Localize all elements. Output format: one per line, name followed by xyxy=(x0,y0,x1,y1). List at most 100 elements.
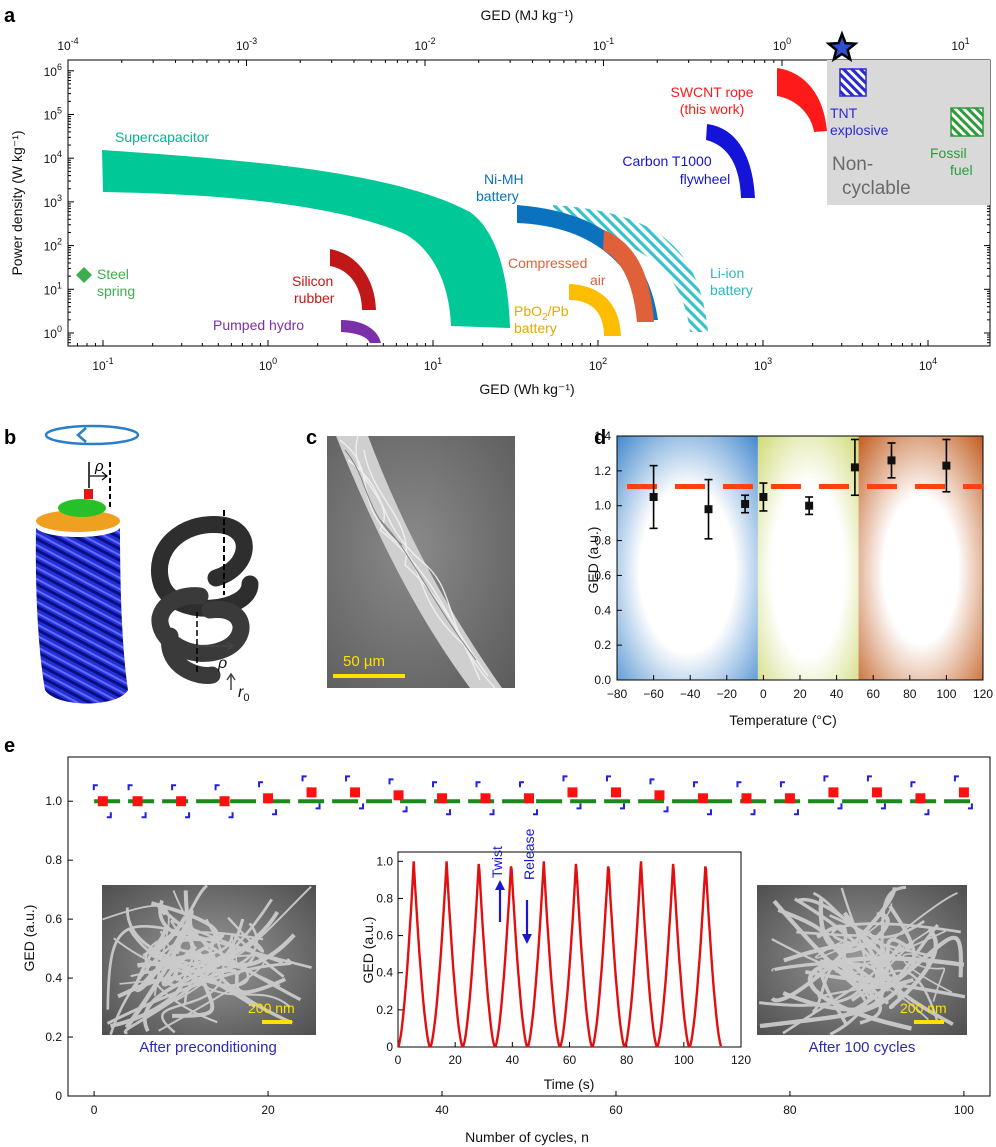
nanotube-strand xyxy=(840,935,963,1020)
e-data-point xyxy=(480,793,491,804)
cold-region-background xyxy=(617,436,758,680)
left-image-caption: After preconditioning xyxy=(139,1039,277,1056)
nanotube-strand xyxy=(156,903,302,1002)
nanotube-image-preconditioning: 200 nm xyxy=(102,885,316,1035)
e-bracket xyxy=(605,775,611,782)
label-rubber: rubber xyxy=(294,290,335,306)
label-ni-mh-battery: battery xyxy=(476,188,519,204)
label-carbon-t1000: Carbon T1000 xyxy=(622,153,711,169)
panel-a-tick-labels: 10-1 100 101 102 103 104 10-4 10-3 10-2 10-1 100 10… xyxy=(44,36,970,373)
fossil-fuel-marker xyxy=(950,107,984,137)
e-x-tick-label: 60 xyxy=(609,1103,623,1117)
rope-body xyxy=(35,528,128,704)
e-bracket xyxy=(692,781,698,788)
e-bracket xyxy=(953,775,959,782)
label-pumped-hydro: Pumped hydro xyxy=(213,317,304,333)
label-spring: spring xyxy=(97,283,135,299)
silicon-rubber-region xyxy=(330,249,376,310)
nanotube-strand xyxy=(811,961,873,1013)
label-cyclable: cyclable xyxy=(842,178,911,199)
e-bracket xyxy=(706,809,712,816)
rotation-arrow-icon xyxy=(44,424,140,446)
sem-scale-label: 50 µm xyxy=(343,653,385,670)
inset-y-tick-label: 0.4 xyxy=(376,966,393,980)
e-data-point xyxy=(306,787,317,798)
bottom-tick-label: 100 xyxy=(259,356,277,373)
inset-y-tick-label: 0.8 xyxy=(376,891,393,905)
inset-x-tick-label: 80 xyxy=(620,1053,634,1067)
d-x-tick-label: −80 xyxy=(607,687,628,701)
e-bracket xyxy=(272,809,278,816)
top-axis-title: GED (MJ kg⁻¹) xyxy=(481,7,574,23)
panel-e: e 0 20 40 60 80 100 0 0.2 0.4 0.6 0.8 1.0 200 nm Af… xyxy=(4,735,991,1145)
d-x-tick-label: 60 xyxy=(867,687,881,701)
panel-e-letter: e xyxy=(4,735,15,757)
e-y-tick-label: 0.4 xyxy=(45,971,62,985)
top-tick-label: 10-2 xyxy=(414,36,435,53)
panel-d: d −80 −60 −40 −20 0 20 40 60 80 100 120 0.0 0.2 0.4 0.… xyxy=(585,427,993,728)
label-li-ion-battery: battery xyxy=(710,282,753,298)
nanotube-image-100-cycles: 200 nm xyxy=(757,885,967,1035)
d-y-tick-label: 0.4 xyxy=(594,603,611,617)
rho-label: ρ xyxy=(94,458,104,475)
top-tick-label: 100 xyxy=(773,36,791,53)
e-bracket xyxy=(880,803,886,810)
inset-x-tick-label: 40 xyxy=(506,1053,520,1067)
e-bracket xyxy=(141,812,147,819)
e-bracket xyxy=(967,803,973,810)
nanotube-strand xyxy=(196,968,287,995)
panel-e-frame xyxy=(67,756,991,1097)
panel-c-letter: c xyxy=(306,427,317,449)
label-flywheel: flywheel xyxy=(680,171,731,187)
d-x-tick-label: −20 xyxy=(717,687,738,701)
d-y-tick-label: 0.2 xyxy=(594,638,611,652)
panel-e-x-axis-title: Number of cycles, n xyxy=(465,1129,589,1145)
d-y-tick-label: 0.0 xyxy=(594,673,611,687)
panel-d-points xyxy=(649,438,951,540)
e-bracket xyxy=(649,778,655,785)
e-data-point xyxy=(263,793,274,804)
e-bracket xyxy=(127,784,133,791)
e-bracket xyxy=(258,781,264,788)
inset-x-axis-title: Time (s) xyxy=(544,1076,595,1092)
ambient-region-background xyxy=(757,436,859,680)
panel-e-y-axis-title: GED (a.u.) xyxy=(21,905,37,972)
y-tick-label: 100 xyxy=(44,324,62,341)
pbo2-region xyxy=(569,284,621,336)
e-bracket xyxy=(402,806,408,813)
d-x-tick-label: 80 xyxy=(903,687,917,701)
e-bracket xyxy=(663,806,669,813)
e-data-point xyxy=(176,796,187,807)
label-explosive: explosive xyxy=(830,122,889,138)
nanotube-strand xyxy=(161,918,225,1034)
steel-spring-marker xyxy=(76,267,92,283)
y-tick-label: 106 xyxy=(44,62,62,79)
e-data-point xyxy=(524,793,534,804)
e-x-tick-label: 40 xyxy=(435,1103,449,1117)
nanotube-strand xyxy=(770,886,897,1003)
e-data-point xyxy=(437,793,448,804)
e-y-tick-label: 0.6 xyxy=(45,912,62,926)
tnt-explosive-marker xyxy=(839,68,867,97)
nanotube-strand xyxy=(143,911,280,1032)
e-bracket xyxy=(736,781,742,788)
e-bracket xyxy=(562,775,568,782)
inset-y-tick-label: 0.6 xyxy=(376,929,393,943)
label-non: Non- xyxy=(832,154,873,175)
e-bracket xyxy=(432,781,438,788)
e-data-point xyxy=(697,793,708,804)
e-x-tick-label: 80 xyxy=(783,1103,797,1117)
inset-y-tick-label: 1.0 xyxy=(376,854,393,868)
rotation-arrowhead-icon xyxy=(76,427,87,443)
nanotube-strand xyxy=(139,933,296,989)
e-bracket xyxy=(171,784,177,791)
nanotube-strand xyxy=(170,919,284,964)
inset-x-tick-label: 0 xyxy=(395,1053,402,1067)
e-bracket xyxy=(315,803,321,810)
y-tick-label: 102 xyxy=(44,237,62,254)
e-y-tick-label: 0.8 xyxy=(45,853,62,867)
e-bracket xyxy=(619,803,625,810)
label-pbo2: PbO2/Pb xyxy=(514,303,569,323)
r0-label: r0 xyxy=(238,684,249,704)
panel-d-letter: d xyxy=(594,427,606,449)
